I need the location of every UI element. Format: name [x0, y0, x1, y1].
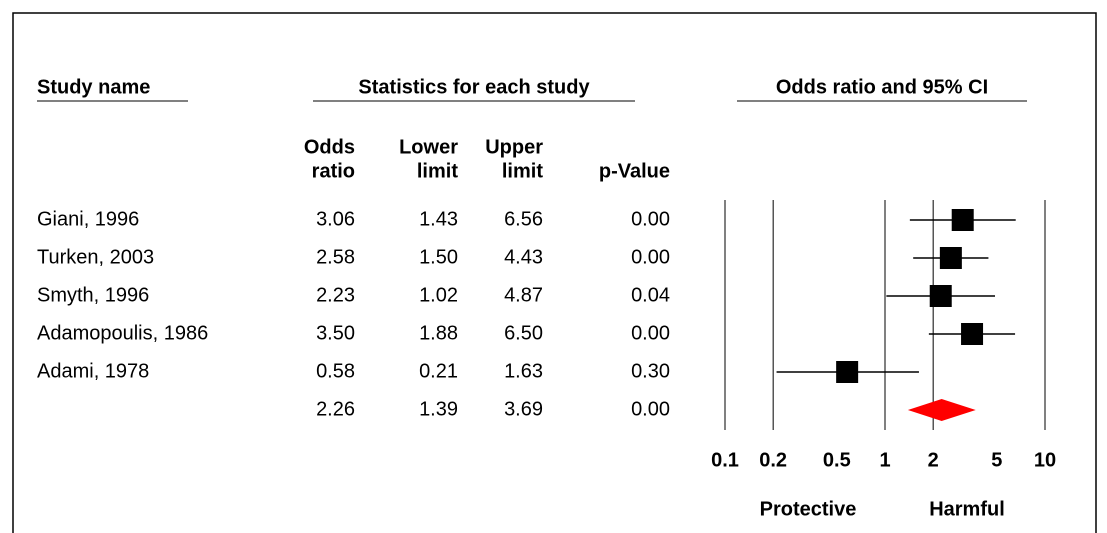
study-name: Adamopoulis, 1986: [37, 322, 208, 344]
value-label: 1.50: [419, 246, 458, 268]
value-label: 3.50: [316, 322, 355, 344]
point-estimate: [939, 247, 962, 269]
column-header: limit: [417, 160, 458, 182]
point-estimate: [836, 361, 859, 383]
point-estimate: [929, 285, 952, 307]
value-label: 1.02: [419, 284, 458, 306]
plot-header: Odds ratio and 95% CI: [776, 76, 988, 98]
value-label: 0.00: [631, 208, 670, 230]
value-label: 1.88: [419, 322, 458, 344]
value-label: 2.26: [316, 398, 355, 420]
study-name: Adami, 1978: [37, 360, 149, 382]
x-tick-label: 5: [991, 449, 1002, 471]
value-label: 0.00: [631, 322, 670, 344]
stats-header: Statistics for each study: [358, 76, 590, 98]
column-header: Upper: [485, 136, 543, 158]
point-estimate: [951, 209, 974, 231]
value-label: 4.87: [504, 284, 543, 306]
x-tick-label: 0.2: [759, 449, 787, 471]
value-label: 3.06: [316, 208, 355, 230]
x-tick-label: 0.5: [823, 449, 851, 471]
x-tick-label: 0.1: [711, 449, 739, 471]
x-tick-label: 10: [1034, 449, 1056, 471]
point-estimate: [961, 323, 984, 345]
value-label: 0.00: [631, 246, 670, 268]
x-tick-label: 2: [928, 449, 939, 471]
summary-diamond: [907, 399, 976, 421]
value-label: 0.30: [631, 360, 670, 382]
value-label: 0.00: [631, 398, 670, 420]
value-label: 2.23: [316, 284, 355, 306]
column-header: limit: [502, 160, 543, 182]
value-label: 2.58: [316, 246, 355, 268]
column-header: ratio: [312, 160, 355, 182]
value-label: 6.56: [504, 208, 543, 230]
frame: [12, 12, 1097, 533]
direction-label: Protective: [760, 498, 857, 520]
value-label: 4.43: [504, 246, 543, 268]
value-label: 3.69: [504, 398, 543, 420]
value-label: 1.43: [419, 208, 458, 230]
column-header: Lower: [399, 136, 458, 158]
study-name: Turken, 2003: [37, 246, 154, 268]
value-label: 0.21: [419, 360, 458, 382]
direction-label: Harmful: [929, 498, 1005, 520]
column-header: p-Value: [599, 160, 670, 182]
value-label: 0.04: [631, 284, 670, 306]
value-label: 1.63: [504, 360, 543, 382]
column-header: Odds: [304, 136, 355, 158]
study-name: Smyth, 1996: [37, 284, 149, 306]
value-label: 6.50: [504, 322, 543, 344]
x-tick-label: 1: [879, 449, 890, 471]
value-label: 0.58: [316, 360, 355, 382]
value-label: 1.39: [419, 398, 458, 420]
study-name: Giani, 1996: [37, 208, 139, 230]
study-header: Study name: [37, 76, 150, 98]
